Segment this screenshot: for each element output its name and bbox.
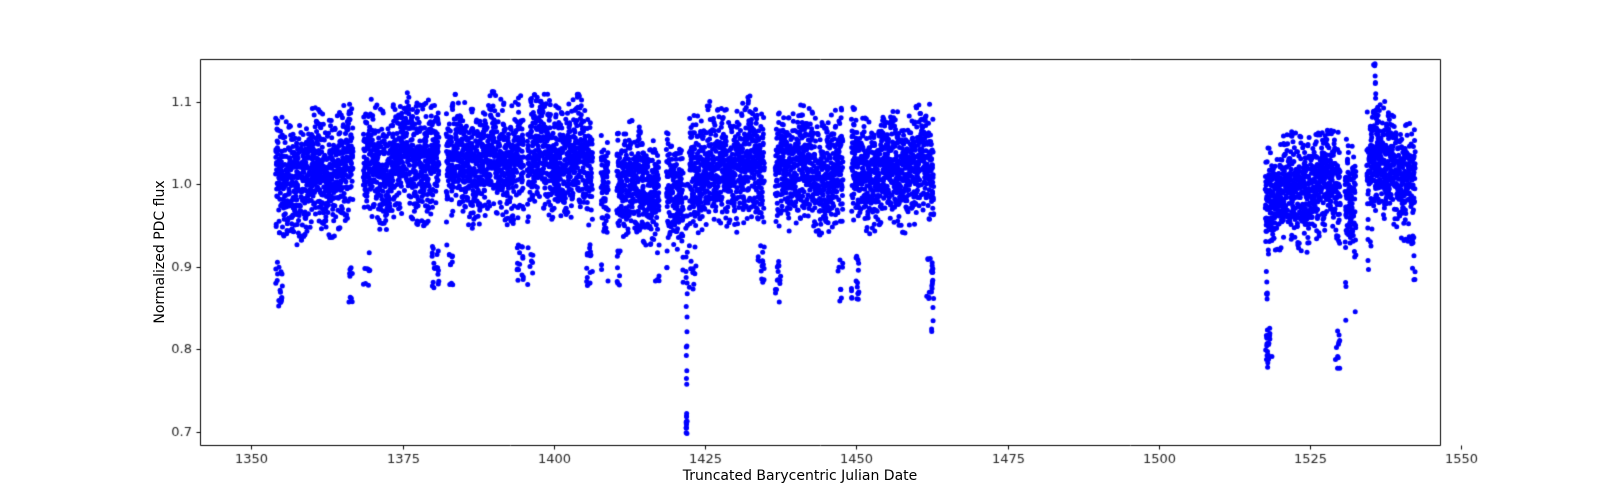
y-axis-label: Normalized PDC flux [152,180,168,324]
x-axis-label: Truncated Barycentric Julian Date [682,468,918,484]
